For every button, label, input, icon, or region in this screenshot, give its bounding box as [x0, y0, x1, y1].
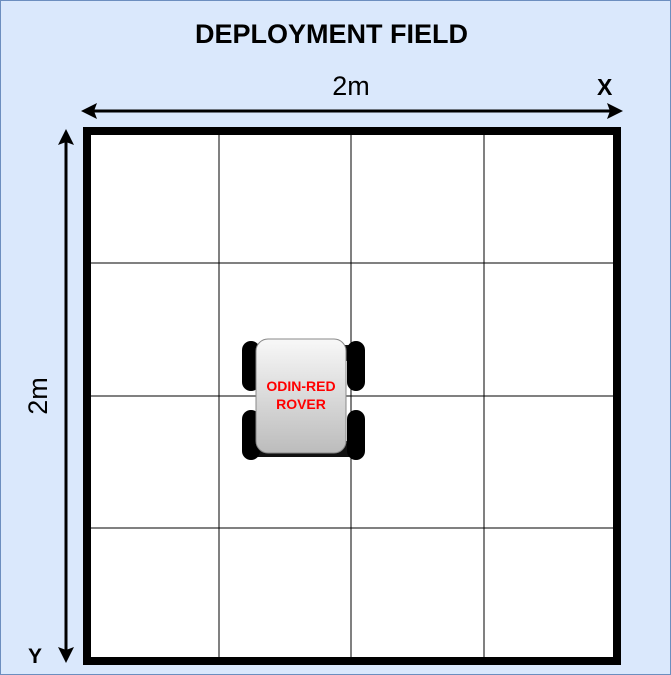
y-dimension-arrow: [58, 129, 74, 663]
field-border: [83, 127, 621, 665]
y-dimension-label: 2m: [23, 377, 53, 415]
rover-label: ODIN-RED ROVER: [257, 377, 345, 413]
rover-wheel-rear-right: [347, 410, 365, 460]
field-grid: [87, 131, 617, 661]
x-dimension-arrow: [81, 103, 623, 119]
rover-label-line2: ROVER: [276, 396, 326, 412]
y-axis-label: Y: [28, 645, 43, 668]
rover-label-line1: ODIN-RED: [266, 378, 336, 394]
x-dimension-label: 2m: [332, 71, 370, 101]
diagram-title: DEPLOYMENT FIELD: [194, 19, 468, 49]
rover: [242, 338, 365, 460]
rover-body: [255, 338, 347, 454]
x-axis-label: X: [597, 74, 613, 100]
rover-wheel-front-right: [347, 341, 365, 391]
